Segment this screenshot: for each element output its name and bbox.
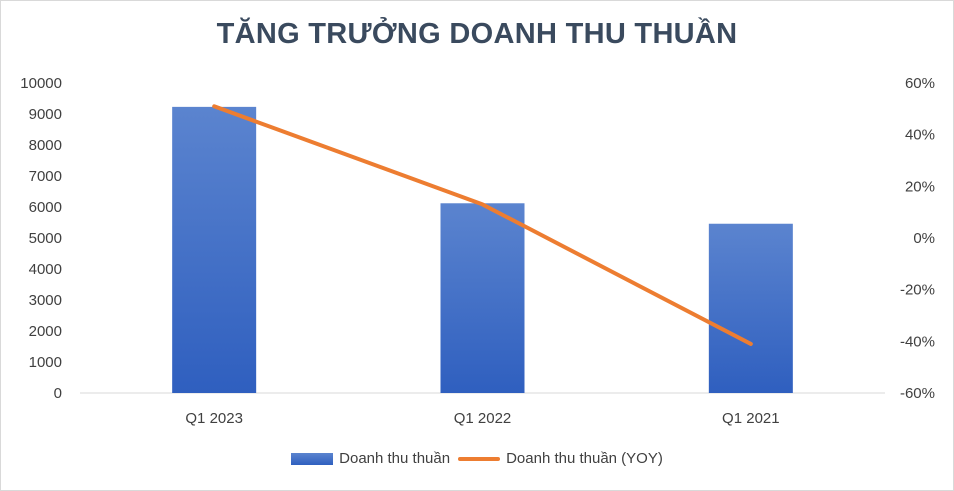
legend: Doanh thu thuần Doanh thu thuần (YOY)	[0, 450, 954, 467]
y-left-tick-label: 4000	[29, 261, 62, 278]
legend-label-bars: Doanh thu thuần	[339, 450, 451, 467]
y-right-tick-label: 60%	[905, 75, 935, 92]
y-left-tick-label: 9000	[29, 106, 62, 123]
chart-title: TĂNG TRƯỞNG DOANH THU THUẦN	[216, 18, 738, 50]
y-left-tick-label: 7000	[29, 168, 62, 185]
legend-swatch-bars	[291, 452, 334, 465]
y-right-tick-label: 20%	[905, 178, 935, 195]
x-tick-label: Q1 2023	[185, 410, 243, 427]
x-tick-label: Q1 2022	[454, 410, 512, 427]
y-left-tick-label: 6000	[29, 199, 62, 216]
legend-swatch-line	[458, 456, 501, 461]
y-left-tick-label: 8000	[29, 137, 62, 154]
y-right-tick-label: 40%	[905, 127, 935, 144]
y-right-tick-label: -40%	[900, 333, 935, 350]
bar-q1-2023	[172, 106, 257, 394]
y-left-tick-label: 0	[54, 385, 62, 402]
bar-q1-2022	[440, 203, 525, 393]
x-tick-label: Q1 2021	[722, 410, 780, 427]
y-left-tick-label: 10000	[20, 75, 62, 92]
y-right-tick-label: -20%	[900, 282, 935, 299]
y-right-tick-label: 0%	[913, 230, 935, 247]
yoy-line	[212, 104, 753, 346]
legend-item-line[interactable]: Doanh thu thuần (YOY)	[458, 450, 663, 467]
legend-item-bars[interactable]: Doanh thu thuần	[291, 450, 450, 467]
y-left-tick-label: 2000	[29, 323, 62, 340]
y-left-tick-label: 5000	[29, 230, 62, 247]
y-left-tick-label: 3000	[29, 292, 62, 309]
y-right-tick-label: -60%	[900, 385, 935, 402]
bar-q1-2021	[708, 223, 793, 393]
y-left-tick-label: 1000	[29, 354, 62, 371]
legend-label-line: Doanh thu thuần (YOY)	[506, 450, 663, 467]
